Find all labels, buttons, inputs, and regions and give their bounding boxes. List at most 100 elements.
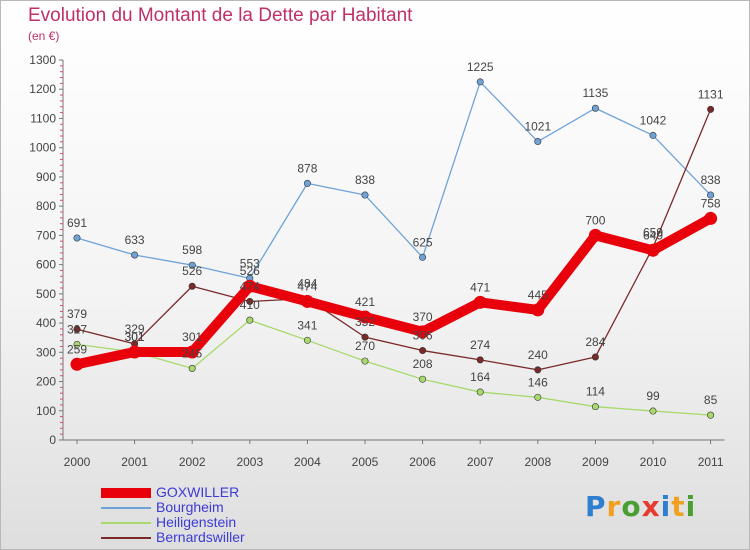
y-tick-label: 800 xyxy=(36,199,56,213)
y-tick-label: 600 xyxy=(36,258,56,272)
data-point xyxy=(188,261,196,269)
data-label: 598 xyxy=(182,243,202,257)
legend-swatch xyxy=(101,507,151,509)
data-label: 878 xyxy=(297,161,317,175)
data-point xyxy=(73,340,81,348)
data-label: 691 xyxy=(67,216,87,230)
data-point xyxy=(361,357,369,365)
data-point xyxy=(534,366,542,374)
x-tick-label: 2006 xyxy=(409,455,436,469)
data-label: 758 xyxy=(701,196,721,210)
data-point xyxy=(646,243,660,257)
data-label: 208 xyxy=(413,357,433,371)
data-point xyxy=(649,407,657,415)
y-tick-label: 400 xyxy=(36,316,56,330)
data-label: 146 xyxy=(528,375,548,389)
series-line-bernardswiller xyxy=(76,108,712,371)
series-line-heiligenstein xyxy=(76,319,712,416)
y-tick-label: 900 xyxy=(36,170,56,184)
data-point xyxy=(419,253,427,261)
logo-letter: i xyxy=(685,490,697,523)
data-label: 379 xyxy=(67,307,87,321)
data-point xyxy=(188,364,196,372)
data-point xyxy=(534,138,542,146)
data-point xyxy=(361,191,369,199)
data-label: 474 xyxy=(240,279,260,293)
x-tick-label: 2005 xyxy=(352,455,379,469)
data-label: 1021 xyxy=(524,120,551,134)
x-tick-label: 2011 xyxy=(698,455,724,469)
data-point xyxy=(243,279,257,293)
legend-label: Heiligenstein xyxy=(156,514,237,530)
y-tick-label: 100 xyxy=(36,404,56,418)
data-label: 526 xyxy=(240,264,260,278)
data-label: 526 xyxy=(182,264,202,278)
data-point xyxy=(476,388,484,396)
data-label: 259 xyxy=(67,342,87,356)
data-point xyxy=(704,211,718,225)
data-point xyxy=(303,179,311,187)
data-label: 410 xyxy=(240,298,260,312)
data-label: 633 xyxy=(125,233,145,247)
data-point xyxy=(246,297,254,305)
data-point xyxy=(70,357,84,371)
x-tick-label: 2000 xyxy=(64,455,91,469)
data-point xyxy=(300,294,314,308)
data-point xyxy=(591,104,599,112)
data-label: 1131 xyxy=(698,87,724,101)
data-label: 352 xyxy=(355,315,375,329)
data-label: 1225 xyxy=(467,60,494,74)
data-point xyxy=(476,78,484,86)
data-label: 306 xyxy=(413,329,433,343)
x-tick-label: 2004 xyxy=(294,455,321,469)
data-label: 99 xyxy=(646,389,660,403)
legend-label: GOXWILLER xyxy=(156,484,240,500)
x-tick-label: 2009 xyxy=(582,455,609,469)
data-point xyxy=(361,333,369,341)
x-tick-label: 2003 xyxy=(236,455,263,469)
data-point xyxy=(591,403,599,411)
data-label: 484 xyxy=(297,277,317,291)
x-tick-label: 2007 xyxy=(467,455,494,469)
data-label: 370 xyxy=(413,310,433,324)
data-point xyxy=(473,295,487,309)
data-point xyxy=(73,325,81,333)
data-label: 240 xyxy=(528,348,548,362)
data-label: 270 xyxy=(355,339,375,353)
legend-label: Bernardswiller xyxy=(156,529,245,545)
y-tick-label: 1100 xyxy=(30,111,56,125)
y-tick-label: 0 xyxy=(49,433,56,447)
data-label: 1135 xyxy=(582,86,608,100)
data-label: 85 xyxy=(704,393,718,407)
data-label: 553 xyxy=(240,256,260,270)
logo-letter: o xyxy=(621,490,642,523)
data-point xyxy=(534,393,542,401)
y-tick-label: 200 xyxy=(36,375,56,389)
data-point xyxy=(185,345,199,359)
data-label: 301 xyxy=(125,330,145,344)
data-point xyxy=(707,191,715,199)
data-point xyxy=(128,345,142,359)
data-label: 471 xyxy=(470,280,490,294)
data-point xyxy=(419,347,427,355)
logo-letter: t xyxy=(671,490,686,523)
proxiti-logo: Proxiti xyxy=(585,490,696,523)
data-label: 659 xyxy=(643,225,663,239)
data-label: 1042 xyxy=(640,113,667,127)
data-label: 301 xyxy=(182,330,202,344)
logo-letter: r xyxy=(606,490,622,523)
data-label: 164 xyxy=(470,370,490,384)
series-line-goxwiller xyxy=(72,213,716,370)
data-point xyxy=(649,131,657,139)
x-tick-label: 2010 xyxy=(640,455,667,469)
y-tick-label: 700 xyxy=(36,228,56,242)
data-label: 327 xyxy=(67,322,87,336)
legend-swatch xyxy=(101,537,151,539)
x-tick-label: 2002 xyxy=(179,455,206,469)
data-label: 274 xyxy=(470,338,490,352)
chart-title: Evolution du Montant de la Dette par Hab… xyxy=(28,5,413,26)
data-label: 114 xyxy=(586,385,605,399)
data-point xyxy=(246,316,254,324)
